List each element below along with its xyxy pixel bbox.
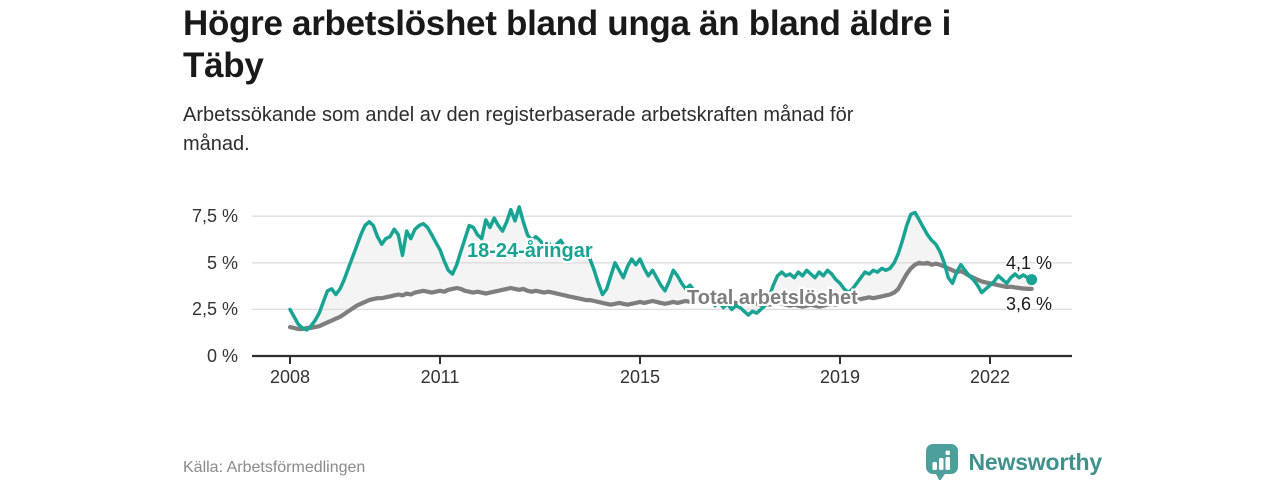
series-label-young: 18-24-åringar xyxy=(467,240,593,262)
title-line-2: Täby xyxy=(183,46,264,85)
series-label-total: Total arbetslöshet xyxy=(687,287,858,309)
line-total-unemployment xyxy=(287,260,1034,332)
y-tick-label: 5 % xyxy=(206,252,238,273)
subtitle-line-1: Arbetssökande som andel av den registerb… xyxy=(183,104,854,126)
x-tick-label: 2008 xyxy=(269,367,311,387)
x-tick-label: 2019 xyxy=(819,367,861,387)
end-point-dot xyxy=(1026,274,1038,286)
y-tick-label: 7,5 % xyxy=(191,206,238,227)
source-attribution: Källa: Arbetsförmedlingen xyxy=(183,459,366,476)
x-tick-label: 2022 xyxy=(969,367,1011,387)
y-tick-label: 0 % xyxy=(206,346,238,366)
y-tick-label: 2,5 % xyxy=(191,299,238,320)
brand-name: Newsworthy xyxy=(968,448,1103,475)
newsworthy-logo[interactable]: Newsworthy xyxy=(924,442,1102,480)
newsworthy-icon xyxy=(925,444,958,480)
title-line-1: Högre arbetslöshet bland unga än bland ä… xyxy=(183,4,951,43)
x-tick-label: 2011 xyxy=(420,367,460,387)
end-value-young: 4,1 % xyxy=(1006,253,1053,273)
x-tick-label: 2015 xyxy=(619,367,661,387)
subtitle-line-2: månad. xyxy=(183,133,250,155)
line-young-unemployment xyxy=(288,205,1034,332)
chart-subtitle: Arbetssökande som andel av den registerb… xyxy=(183,101,1203,159)
end-value-total: 3,6 % xyxy=(1006,294,1053,314)
page-title: Högre arbetslöshet bland unga än bland ä… xyxy=(183,3,1203,87)
